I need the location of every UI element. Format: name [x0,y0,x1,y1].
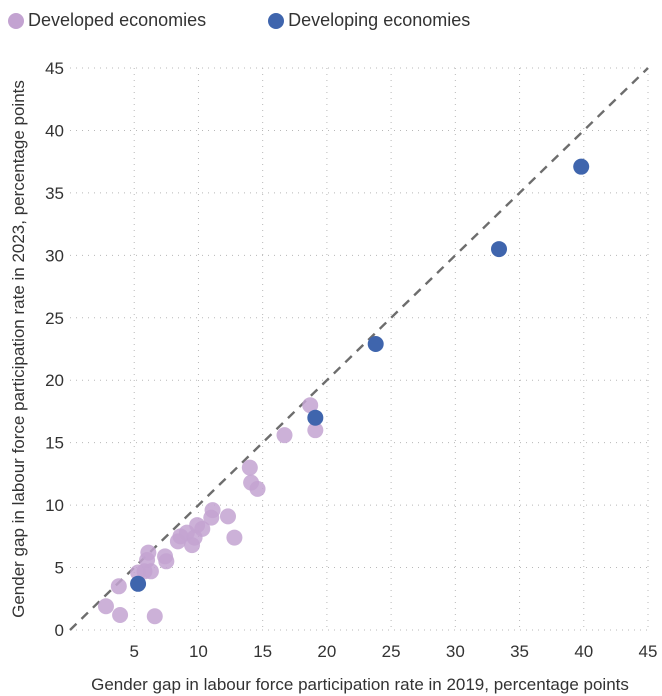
developed-point-20 [219,508,236,525]
y-tick-label-40: 40 [45,121,64,140]
y-tick-label-0: 0 [55,621,64,640]
developed-point-7 [142,563,159,580]
x-tick-label-25: 25 [382,642,401,661]
data-points [97,158,590,625]
developed-point-1 [110,578,127,595]
y-tick-label-45: 45 [45,59,64,78]
x-tick-label-30: 30 [446,642,465,661]
x-tick-label-40: 40 [574,642,593,661]
chart-legend: Developed economies Developing economies [8,10,532,31]
developed-point-24 [249,480,266,497]
y-tick-label-20: 20 [45,371,64,390]
legend-item-developed: Developed economies [8,10,206,31]
developed-point-2 [112,607,129,624]
x-tick-label-10: 10 [189,642,208,661]
x-tick-labels: 5 10 15 20 25 30 35 40 45 [129,642,657,661]
developed-point-27 [307,422,324,439]
y-tick-label-35: 35 [45,184,64,203]
developed-point-19 [204,502,221,519]
developed-point-0 [97,598,114,615]
developing-point-1 [307,409,324,426]
y-tick-label-15: 15 [45,434,64,453]
legend-swatch-developed [8,12,24,29]
developed-point-22 [241,459,258,476]
y-tick-label-30: 30 [45,246,64,265]
developed-point-21 [226,529,243,546]
developed-point-26 [302,397,319,414]
y-axis-title: Gender gap in labour force participation… [9,80,28,618]
developing-point-4 [573,158,590,175]
x-tick-label-45: 45 [639,642,658,661]
developed-point-17 [194,520,211,537]
y-tick-label-25: 25 [45,309,64,328]
developed-point-10 [158,553,175,570]
y-tick-label-5: 5 [55,559,64,578]
legend-swatch-developing [268,12,285,29]
y-tick-label-10: 10 [45,496,64,515]
x-tick-label-20: 20 [317,642,336,661]
y-tick-labels: 0 5 10 15 20 25 30 35 40 45 [45,59,64,640]
developing-point-3 [491,241,508,258]
developing-point-0 [130,575,147,592]
x-tick-label-35: 35 [510,642,529,661]
legend-item-developing: Developing economies [268,10,470,31]
developed-point-6 [140,544,157,561]
legend-label-developing: Developing economies [288,10,471,30]
x-tick-label-15: 15 [253,642,272,661]
developed-point-25 [276,427,293,444]
legend-label-developed: Developed economies [28,10,207,30]
developed-point-8 [146,608,163,625]
developing-point-2 [367,336,384,353]
x-tick-label-5: 5 [129,642,138,661]
reference-line [69,67,649,631]
x-axis-title: Gender gap in labour force participation… [91,675,629,694]
